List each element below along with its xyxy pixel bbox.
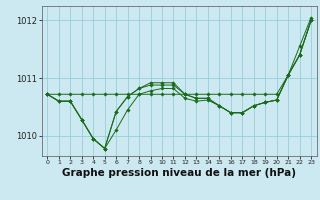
X-axis label: Graphe pression niveau de la mer (hPa): Graphe pression niveau de la mer (hPa) [62, 168, 296, 178]
